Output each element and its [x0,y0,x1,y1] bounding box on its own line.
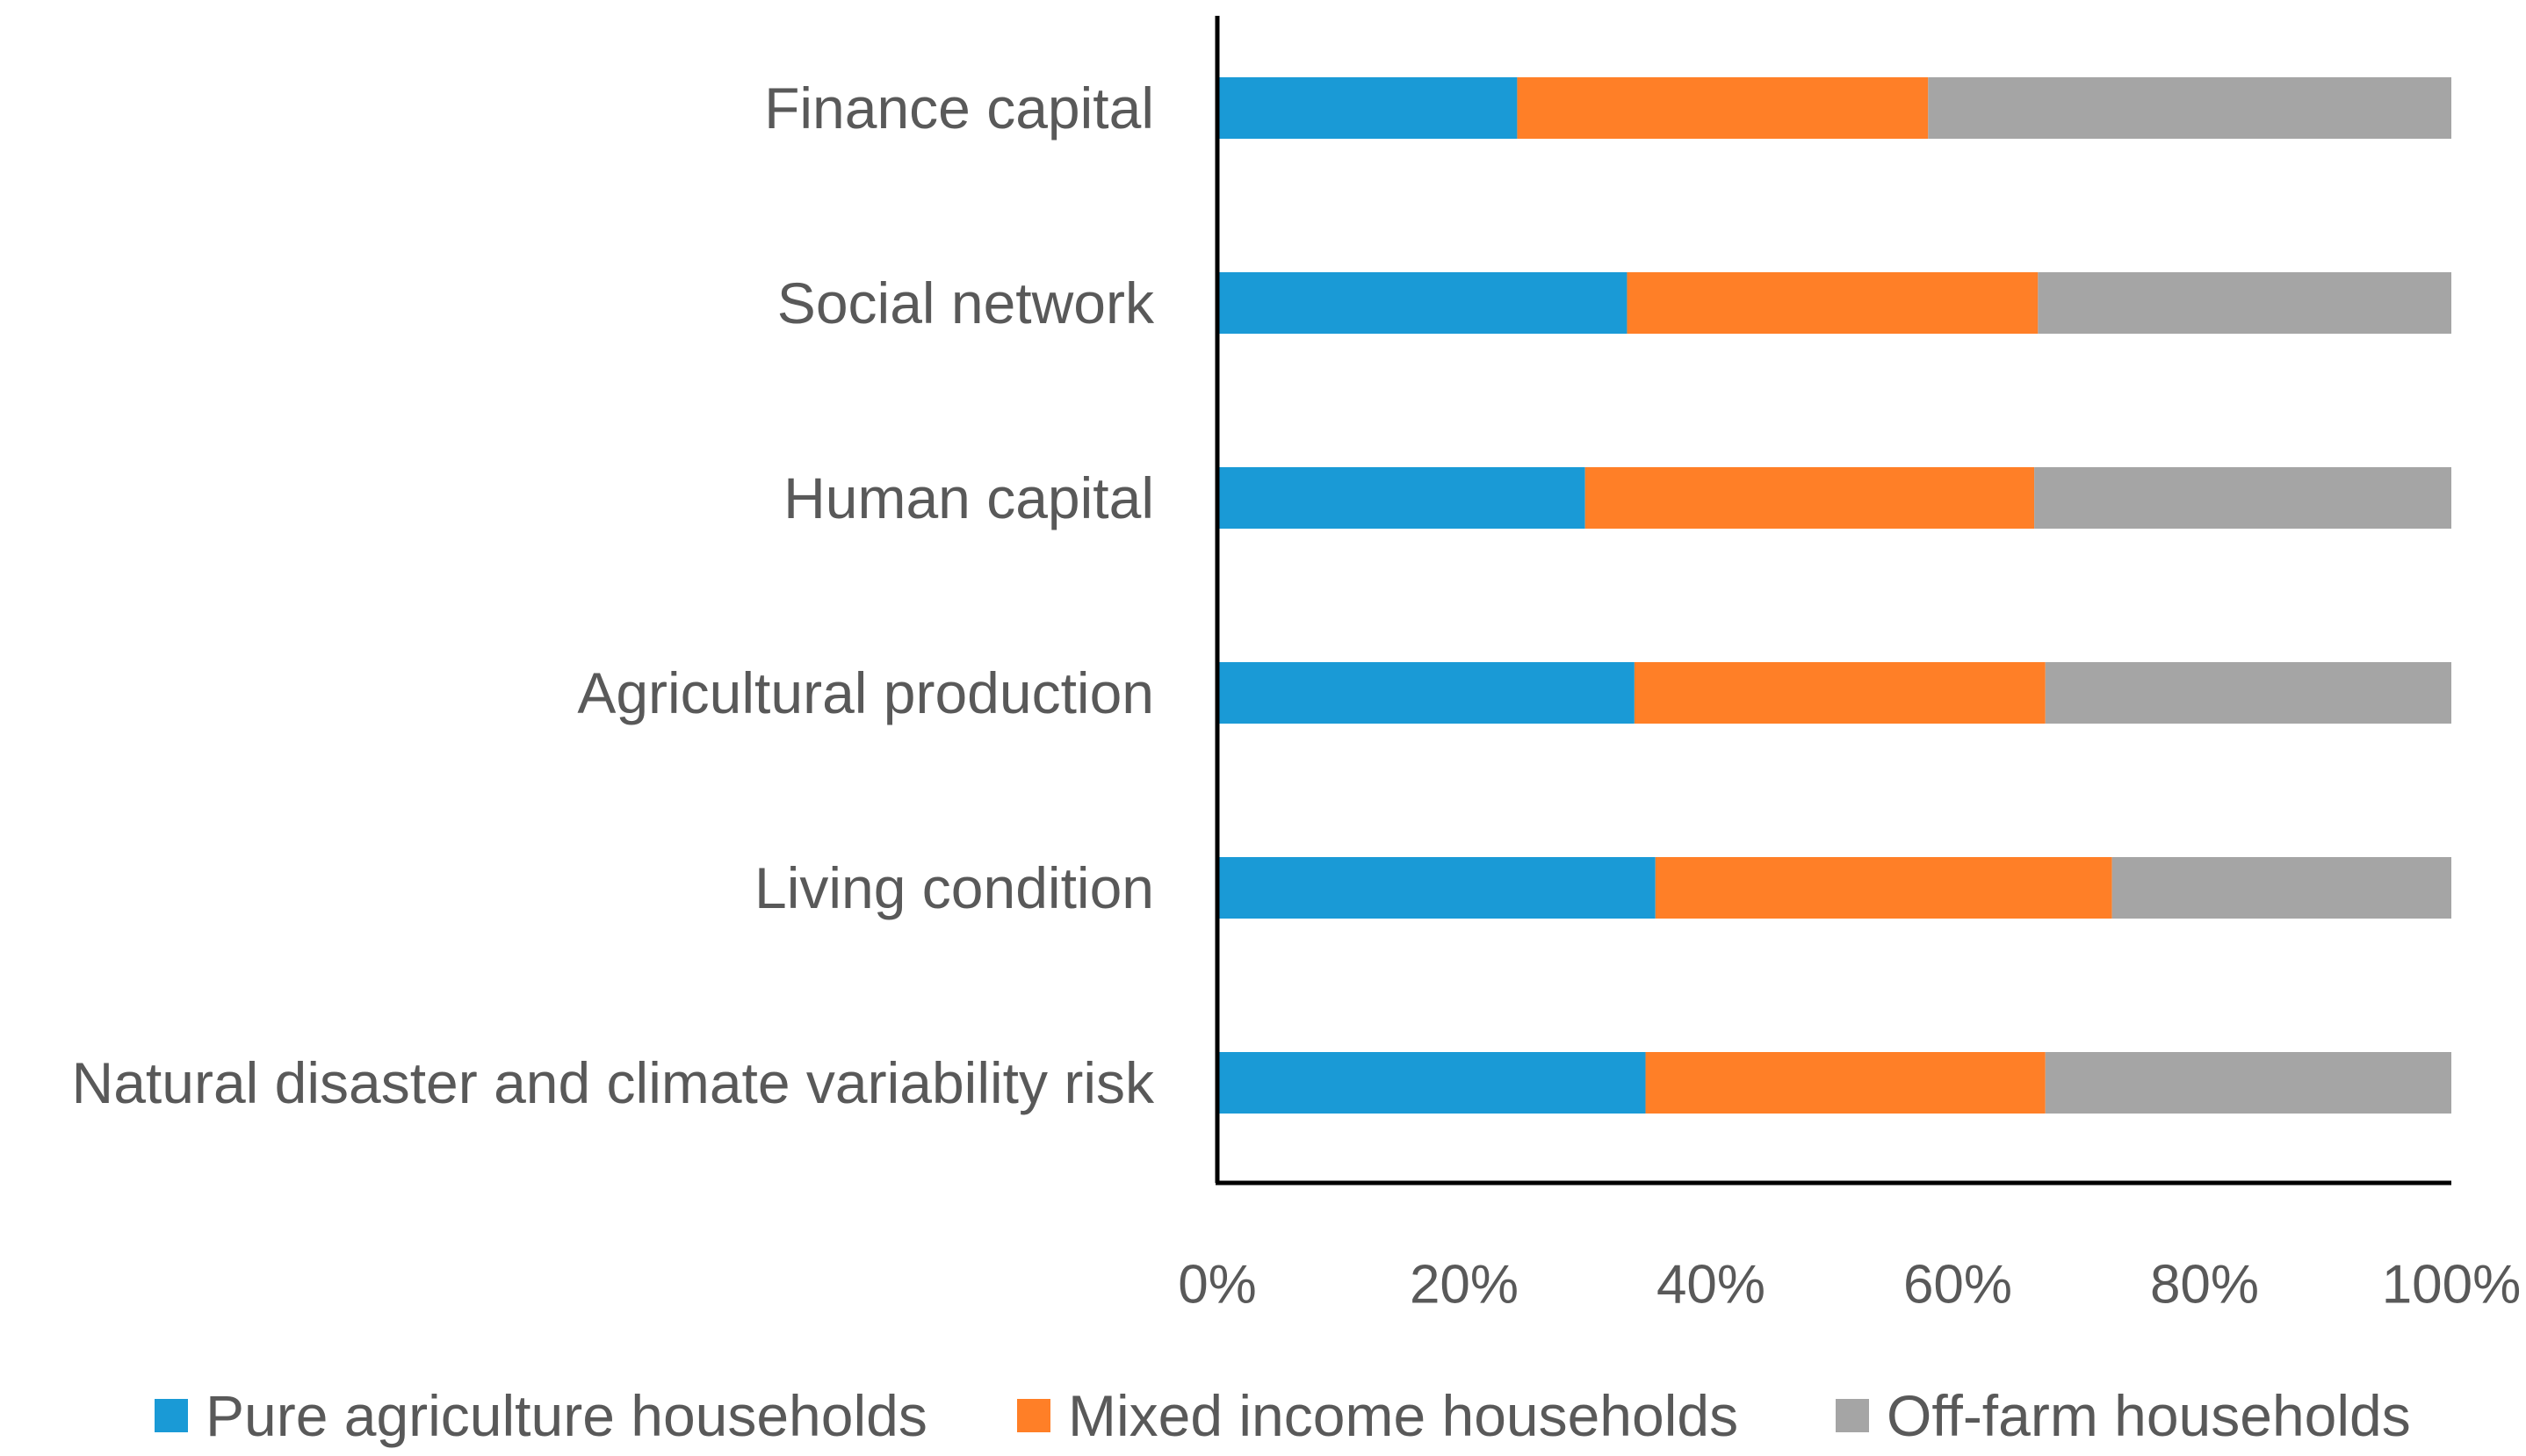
x-tick-label: 100% [2382,1255,2522,1315]
bar-segment [2045,1052,2451,1114]
x-tick-label: 20% [1410,1255,1519,1315]
bar-segment [1627,272,2039,334]
bar-segment [2034,467,2451,529]
bar-segment [1655,857,2112,919]
bar-segment [1217,662,1635,724]
x-tick-label: 60% [1903,1255,2012,1315]
category-labels: Finance capital Social network Human capit… [72,76,1155,1115]
category-label: Social network [777,270,1155,335]
bar-segment [2111,857,2451,919]
bar-segment [1584,467,2035,529]
bar-segment [1634,662,2046,724]
category-label: Natural disaster and climate variability… [72,1050,1155,1115]
legend-swatch [1836,1399,1869,1432]
x-tick-labels: 0% 20% 40% 60% 80% 100% [1178,1255,2521,1315]
category-label: Human capital [783,465,1154,530]
legend-label: Pure agriculture households [206,1383,927,1448]
x-tick-label: 80% [2150,1255,2259,1315]
category-label: Agricultural production [577,660,1154,725]
bars-layer [1217,77,2451,1114]
axis-layer [1215,16,2451,1186]
bar-segment [1217,857,1656,919]
bar-segment [1645,1052,2046,1114]
bar-segment [1217,272,1627,334]
category-label: Living condition [754,855,1154,920]
legend: Pure agriculture households Mixed income … [155,1383,2411,1448]
bar-segment [1217,1052,1646,1114]
bar-segment [2038,272,2451,334]
category-label: Finance capital [764,76,1154,141]
legend-label: Mixed income households [1068,1383,1738,1448]
x-tick-label: 0% [1178,1255,1257,1315]
bar-segment [1517,77,1929,139]
bar-segment [1217,77,1518,139]
bar-segment [1217,467,1585,529]
legend-swatch [1017,1399,1050,1432]
bar-segment [2045,662,2451,724]
bar-segment [1928,77,2451,139]
legend-label: Off-farm households [1887,1383,2411,1448]
x-tick-label: 40% [1656,1255,1765,1315]
legend-swatch [155,1399,188,1432]
